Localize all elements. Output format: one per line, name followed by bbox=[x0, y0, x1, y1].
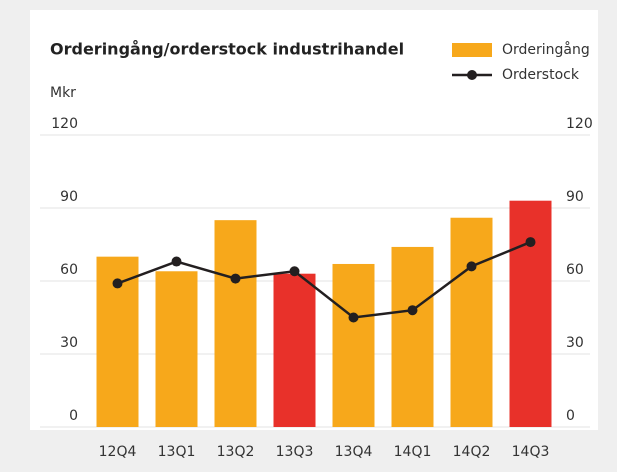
legend-swatch bbox=[452, 43, 492, 57]
line-point bbox=[289, 266, 300, 277]
x-tick-label: 14Q3 bbox=[512, 444, 550, 460]
bar bbox=[391, 246, 434, 427]
y2-tick-label: 60 bbox=[566, 262, 584, 278]
bar bbox=[509, 200, 552, 427]
y-tick-label: 90 bbox=[60, 189, 78, 205]
y2-tick-label: 30 bbox=[566, 335, 584, 351]
x-tick-label: 14Q1 bbox=[394, 444, 432, 460]
bar bbox=[332, 263, 375, 427]
x-tick-label: 13Q4 bbox=[335, 444, 373, 460]
x-tick-label: 13Q3 bbox=[276, 444, 314, 460]
x-tick-label: 14Q2 bbox=[453, 444, 491, 460]
y-axis-label: Mkr bbox=[50, 85, 76, 101]
line bbox=[117, 240, 531, 319]
legend-swatch bbox=[467, 70, 477, 80]
bar bbox=[155, 271, 198, 427]
line-point bbox=[466, 261, 477, 272]
line-point bbox=[348, 312, 359, 323]
y-tick-label: 60 bbox=[60, 262, 78, 278]
line-point bbox=[525, 237, 536, 248]
x-tick-label: 13Q1 bbox=[158, 444, 196, 460]
bar bbox=[450, 217, 493, 427]
line-point bbox=[230, 273, 241, 284]
line-point bbox=[112, 278, 123, 289]
x-tick-label: 12Q4 bbox=[99, 444, 137, 460]
y2-tick-label: 120 bbox=[566, 116, 593, 132]
legend-label: Orderstock bbox=[502, 67, 580, 83]
line-point bbox=[171, 256, 182, 267]
y-tick-label: 0 bbox=[69, 408, 78, 424]
y-tick-label: 30 bbox=[60, 335, 78, 351]
y2-tick-label: 90 bbox=[566, 189, 584, 205]
y-tick-label: 120 bbox=[51, 116, 78, 132]
bar bbox=[273, 273, 316, 427]
x-tick-label: 13Q2 bbox=[217, 444, 255, 460]
bar bbox=[214, 220, 257, 427]
line-point bbox=[407, 305, 418, 316]
y2-tick-label: 0 bbox=[566, 408, 575, 424]
legend-label: Orderingång bbox=[502, 41, 590, 58]
chart-title: Orderingång/orderstock industrihandel bbox=[50, 40, 404, 59]
